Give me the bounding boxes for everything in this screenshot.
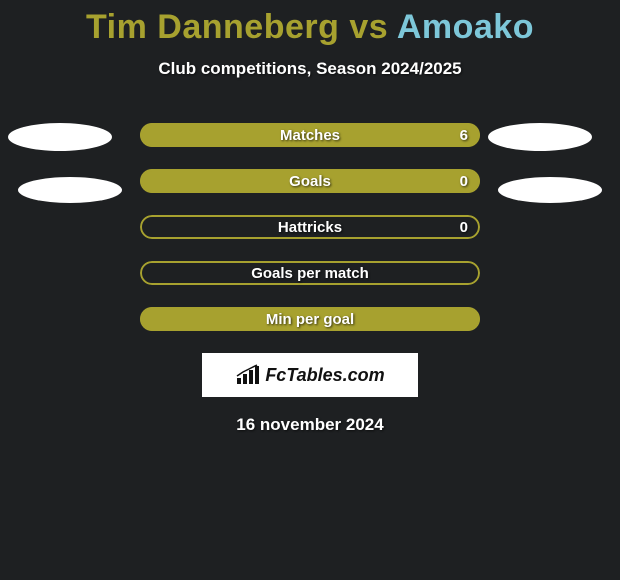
infographic-root: Tim Danneberg vs Amoako Club competition… bbox=[0, 0, 620, 580]
bar-track: Min per goal bbox=[140, 307, 480, 331]
brand-box: FcTables.com bbox=[202, 353, 418, 397]
bar-label: Goals bbox=[289, 173, 331, 190]
bar-track: Hattricks 0 bbox=[140, 215, 480, 239]
title-player1: Tim Danneberg bbox=[86, 8, 339, 46]
bar-track: Goals per match bbox=[140, 261, 480, 285]
bar-value-right: 6 bbox=[460, 127, 468, 144]
bar-track: Matches 6 bbox=[140, 123, 480, 147]
bar-row: Goals per match bbox=[0, 261, 620, 285]
date-label: 16 november 2024 bbox=[0, 415, 620, 435]
bars-container: Matches 6 Goals 0 Hattricks 0 Goals per match M… bbox=[0, 123, 620, 331]
decorative-ellipse bbox=[18, 177, 122, 203]
bar-track: Goals 0 bbox=[140, 169, 480, 193]
bar-row: Min per goal bbox=[0, 307, 620, 331]
brand-text: FcTables.com bbox=[265, 365, 384, 386]
subtitle: Club competitions, Season 2024/2025 bbox=[0, 59, 620, 79]
bar-value-right: 0 bbox=[460, 219, 468, 236]
bar-row: Hattricks 0 bbox=[0, 215, 620, 239]
title-player2: Amoako bbox=[397, 8, 534, 46]
bar-label: Min per goal bbox=[266, 311, 354, 328]
bar-value-right: 0 bbox=[460, 173, 468, 190]
page-title: Tim Danneberg vs Amoako bbox=[0, 0, 620, 47]
bar-label: Goals per match bbox=[251, 265, 369, 282]
decorative-ellipse bbox=[488, 123, 592, 151]
bar-label: Hattricks bbox=[278, 219, 342, 236]
title-vs: vs bbox=[339, 8, 396, 46]
decorative-ellipse bbox=[498, 177, 602, 203]
bar-chart-icon bbox=[235, 364, 261, 386]
bar-label: Matches bbox=[280, 127, 340, 144]
decorative-ellipse bbox=[8, 123, 112, 151]
